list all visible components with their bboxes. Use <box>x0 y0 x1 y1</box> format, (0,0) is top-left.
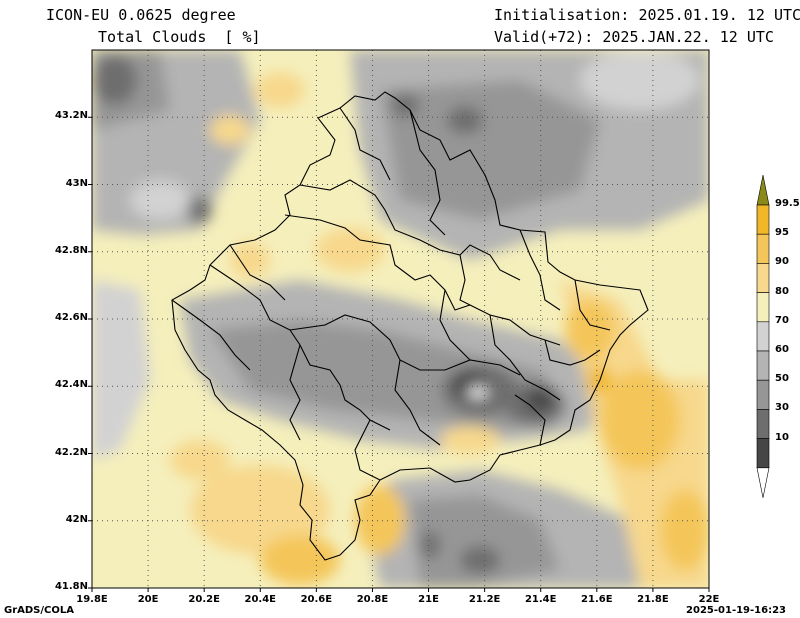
axis-ticks <box>88 116 710 592</box>
colorbar-label: 90 <box>775 256 789 268</box>
colorbar-segment <box>756 379 770 410</box>
colorbar-segment <box>756 204 770 235</box>
colorbar-segment <box>756 263 770 293</box>
lon-label: 20.6E <box>300 594 333 605</box>
colorbar-label: 70 <box>775 314 789 326</box>
variable-title: Total Clouds [ %] <box>98 28 261 46</box>
lon-label: 21.8E <box>637 594 669 605</box>
lon-label: 22E <box>698 594 720 605</box>
colorbar-label: 10 <box>775 431 789 443</box>
lat-label: 43.2N <box>54 110 88 122</box>
lat-label: 43N <box>65 177 88 189</box>
colorbar-over-triangle <box>756 174 770 206</box>
colorbar-segment <box>756 438 770 469</box>
lat-label: 42.2N <box>54 446 88 458</box>
colorbar-under-triangle <box>756 467 770 498</box>
cloud-field <box>92 50 709 588</box>
colorbar-label: 95 <box>775 227 789 239</box>
colorbar-label: 80 <box>775 285 789 297</box>
model-title: ICON-EU 0.0625 degree <box>46 6 236 24</box>
lat-label: 42.4N <box>54 379 88 391</box>
colorbar-segment <box>756 292 770 323</box>
lon-label: 21.6E <box>581 594 613 605</box>
grads-credit: GrADS/COLA <box>4 605 74 616</box>
colorbar-label: 60 <box>775 344 789 355</box>
lat-label: 42.8N <box>54 244 88 256</box>
lat-label: 42.6N <box>54 312 88 323</box>
lon-label: 21.4E <box>524 594 557 605</box>
lat-label: 41.8N <box>54 581 88 592</box>
lon-label: 20.4E <box>244 594 277 605</box>
lon-label: 20.2E <box>188 594 220 605</box>
colorbar-label: 30 <box>775 402 789 414</box>
lon-label: 21.2E <box>468 594 501 605</box>
colorbar-segment <box>756 233 770 264</box>
colorbar-segment <box>756 321 770 352</box>
colorbar-label: 50 <box>775 373 789 385</box>
lon-label: 21E <box>418 594 439 605</box>
colorbar-label: 99.5 <box>775 198 800 209</box>
colorbar-segment <box>756 350 770 381</box>
render-timestamp: 2025-01-19-16:23 <box>686 605 786 616</box>
border-lines <box>171 91 649 561</box>
valid-time: Valid(+72): 2025.JAN.22. 12 UTC <box>494 28 774 46</box>
lon-label: 19.8E <box>76 594 108 605</box>
colorbar <box>756 174 770 498</box>
colorbar-segment <box>756 409 770 439</box>
lon-label: 20E <box>137 594 159 605</box>
lat-label: 42N <box>65 513 88 525</box>
lon-label: 20.8E <box>356 594 389 605</box>
init-time: Initialisation: 2025.01.19. 12 UTC <box>494 6 800 24</box>
